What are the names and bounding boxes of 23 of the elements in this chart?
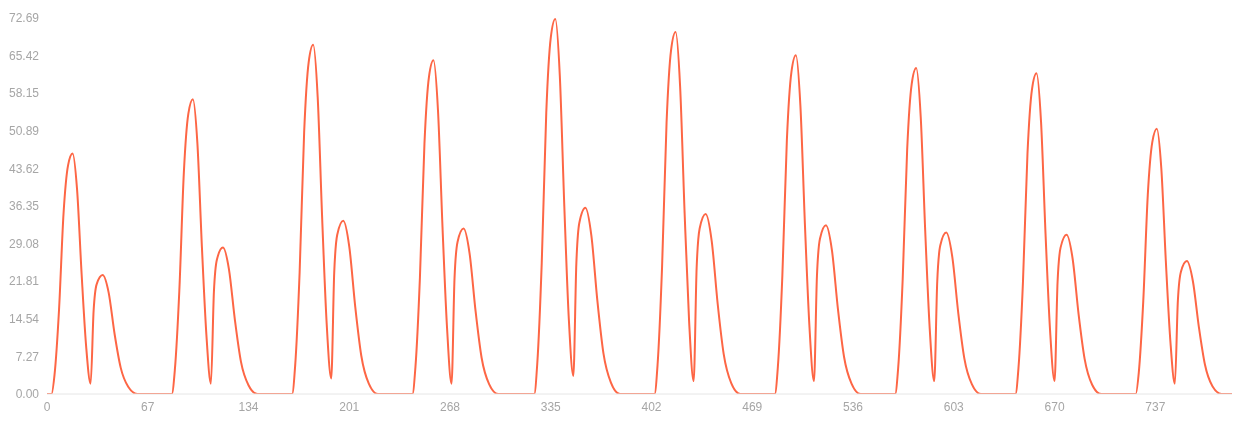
x-tick-label: 67 [141,399,155,414]
x-tick-label: 134 [238,399,259,414]
y-tick-label: 65.42 [8,48,40,63]
x-tick-label: 536 [843,399,864,414]
x-tick-label: 737 [1145,399,1166,414]
x-tick-label: 670 [1044,399,1065,414]
x-tick-label: 335 [540,399,562,414]
x-tick-label: 469 [742,399,763,414]
x-tick-label: 0 [43,399,51,414]
y-tick-label: 29.08 [8,236,40,251]
y-tick-label: 21.81 [8,274,40,289]
x-tick-label: 402 [641,399,662,414]
y-tick-label: 7.27 [15,349,40,364]
y-tick-label: 43.62 [8,161,40,176]
y-tick-label: 36.35 [8,199,40,214]
y-tick-label: 14.54 [8,312,40,327]
y-tick-label: 0.00 [15,387,40,402]
y-tick-label: 50.89 [8,124,40,139]
y-tick-label: 58.15 [8,86,40,101]
x-tick-label: 268 [440,399,461,414]
x-tick-label: 603 [943,399,965,414]
y-tick-label: 72.69 [8,11,40,26]
x-tick-label: 201 [339,399,360,414]
